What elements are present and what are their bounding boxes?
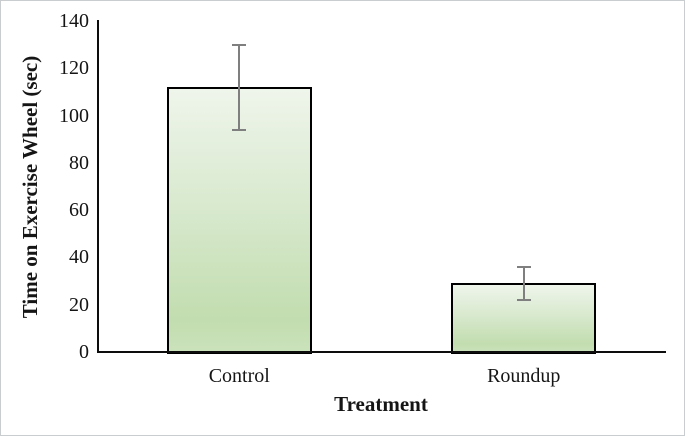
y-tick-label: 60	[69, 199, 89, 222]
error-bar-line	[238, 44, 241, 130]
y-tick-label: 80	[69, 151, 89, 174]
y-tick-label: 140	[59, 10, 89, 32]
y-tick-label: 0	[79, 341, 89, 363]
bar-control	[166, 87, 312, 354]
error-bar-cap	[516, 265, 531, 268]
y-axis-line	[97, 20, 99, 353]
error-bar-cap	[232, 128, 247, 131]
x-axis-title: Treatment	[334, 392, 428, 416]
error-bar-cap	[516, 298, 531, 301]
y-tick-label: 120	[59, 57, 89, 80]
x-category-label-control: Control	[208, 365, 270, 387]
x-category-label-roundup: Roundup	[487, 365, 561, 387]
x-axis-line	[97, 351, 666, 353]
error-bar-cap	[232, 43, 247, 46]
y-tick-label: 20	[69, 293, 89, 316]
y-tick-label: 40	[69, 246, 89, 269]
y-tick-label: 100	[59, 104, 89, 127]
error-bar-line	[522, 266, 525, 300]
